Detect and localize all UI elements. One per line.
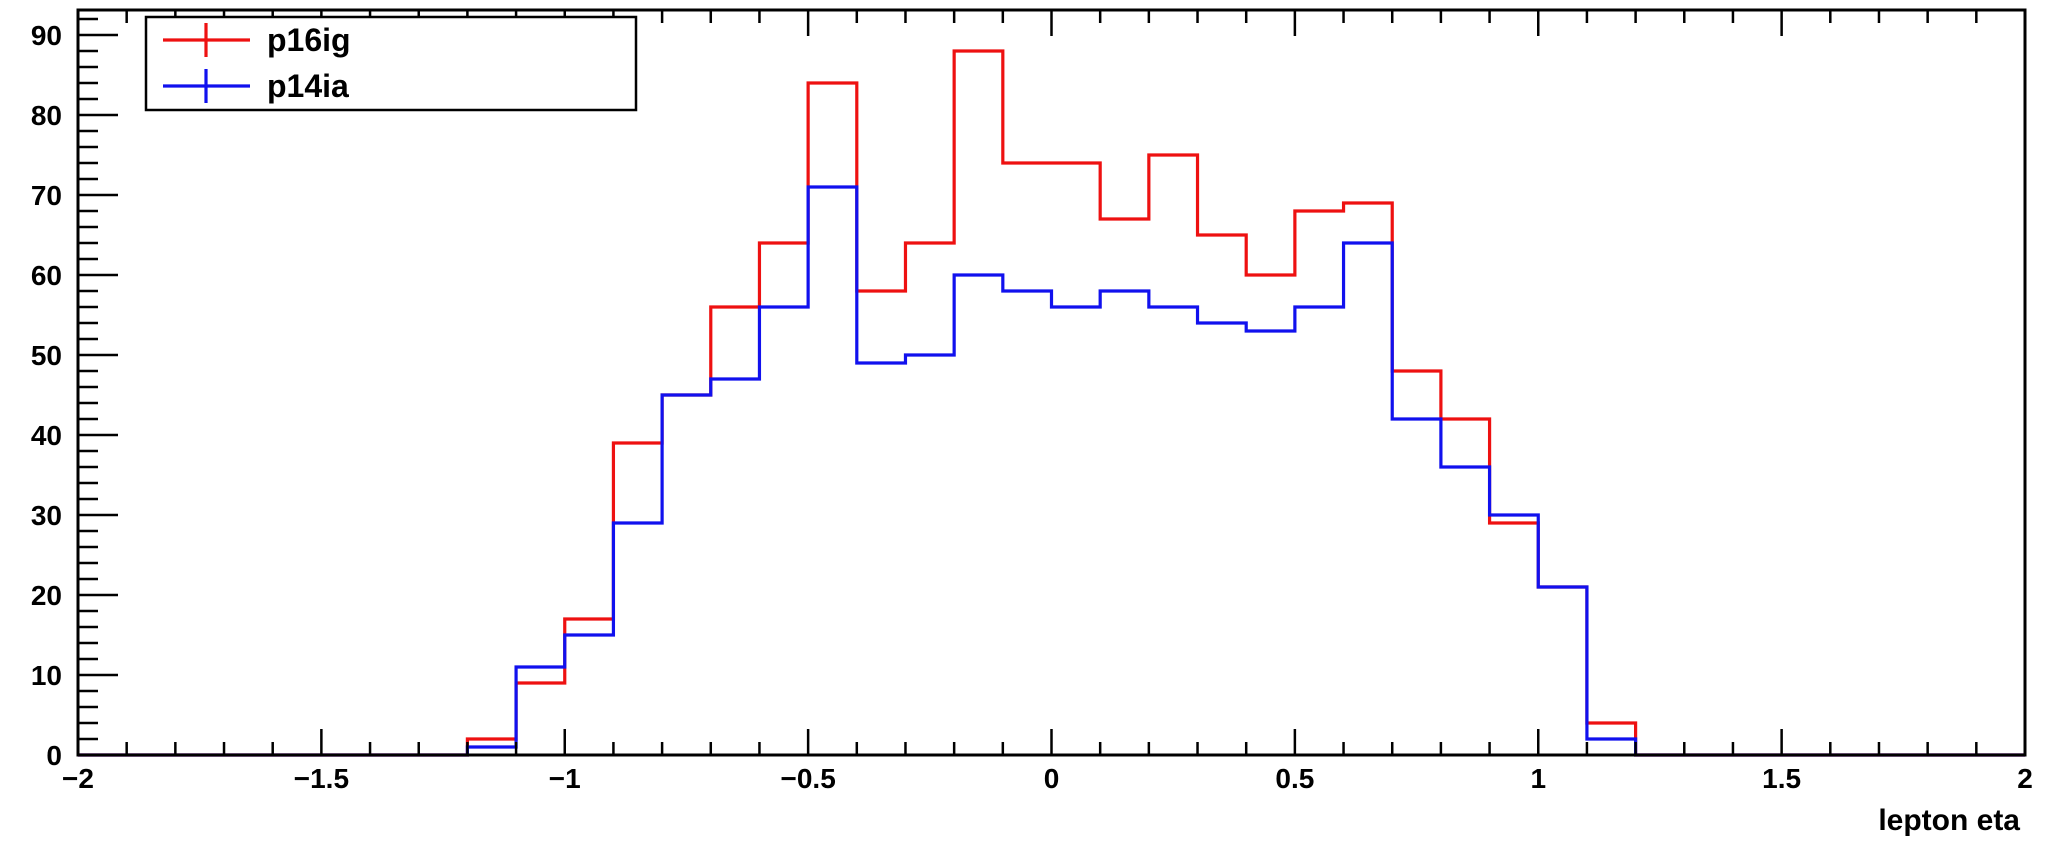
x-tick-label: −1 xyxy=(549,763,581,794)
series-layer xyxy=(78,49,2025,757)
legend-entries: p16ig p14ia xyxy=(163,22,351,104)
x-tick-label: 1.5 xyxy=(1762,763,1801,794)
legend-label-p16ig: p16ig xyxy=(267,22,351,58)
x-axis-title: lepton eta xyxy=(1878,804,2020,837)
x-tick-label: 0.5 xyxy=(1275,763,1314,794)
x-tick-label: 1 xyxy=(1530,763,1546,794)
x-tick-label: 2 xyxy=(2017,763,2033,794)
series-p16ig xyxy=(78,49,2025,757)
legend-entry-p16ig: p16ig xyxy=(163,22,351,58)
y-tick-label: 80 xyxy=(31,100,62,131)
x-tick-label: 0 xyxy=(1044,763,1060,794)
series-line-p16ig xyxy=(78,49,2025,757)
y-tick-label: 20 xyxy=(31,580,62,611)
legend: p16ig p14ia xyxy=(144,15,638,112)
x-tick-label: −0.5 xyxy=(780,763,835,794)
legend-box xyxy=(144,15,638,112)
legend-label-p14ia: p14ia xyxy=(267,68,349,104)
y-tick-label: 30 xyxy=(31,500,62,531)
x-axis-ticks xyxy=(76,10,2027,755)
y-tick-label: 40 xyxy=(31,420,62,451)
series-line-p14ia xyxy=(78,185,2025,757)
y-axis-ticks xyxy=(78,17,118,757)
y-tick-label: 70 xyxy=(31,180,62,211)
y-axis-tick-labels: 0 10 20 30 40 50 60 70 80 90 xyxy=(31,20,62,771)
x-tick-label: −2 xyxy=(62,763,94,794)
y-tick-label: 60 xyxy=(31,260,62,291)
y-tick-label: 50 xyxy=(31,340,62,371)
series-p14ia xyxy=(78,185,2025,757)
plot-frame xyxy=(76,8,2027,757)
x-axis-tick-labels: −2 −1.5 −1 −0.5 0 0.5 1 1.5 2 xyxy=(62,763,2033,794)
x-tick-label: −1.5 xyxy=(294,763,349,794)
y-tick-label: 90 xyxy=(31,20,62,51)
y-tick-label: 0 xyxy=(46,740,62,771)
legend-entry-p14ia: p14ia xyxy=(163,68,349,104)
y-tick-label: 10 xyxy=(31,660,62,691)
